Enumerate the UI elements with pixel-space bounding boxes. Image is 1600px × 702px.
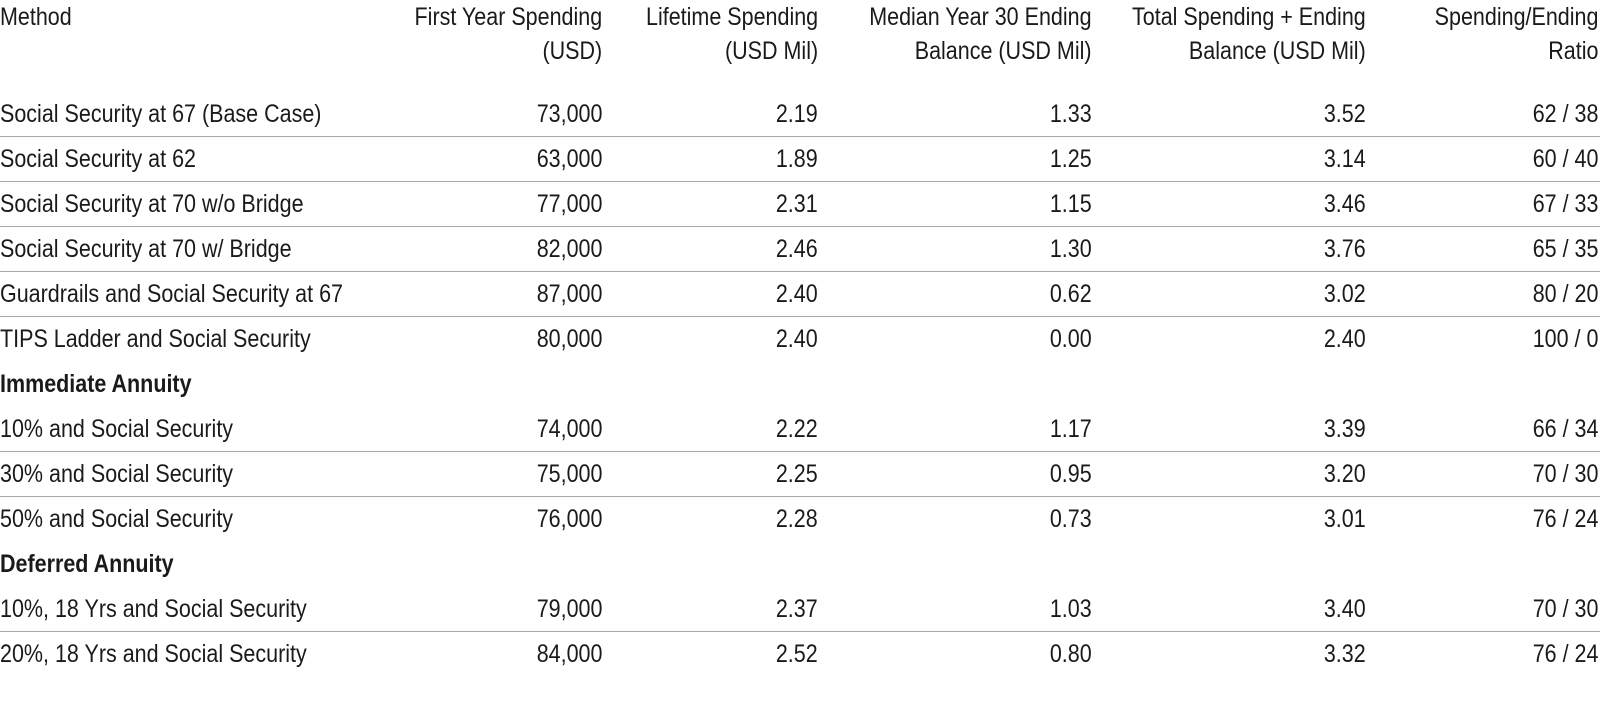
method-cell: 10% and Social Security xyxy=(0,415,234,443)
ending-balance-cell: 1.15 xyxy=(1050,190,1092,218)
table-row: Social Security at 70 w/ Bridge 82,000 2.4… xyxy=(0,227,1600,272)
method-cell: 10%, 18 Yrs and Social Security xyxy=(0,595,307,623)
header-total-spending-ending-balance: Total Spending + Ending Balance (USD Mil… xyxy=(1132,3,1366,65)
lifetime-spending-cell: 2.25 xyxy=(776,460,818,488)
method-cell: Social Security at 62 xyxy=(0,145,196,173)
header-first-year-spending: First Year Spending (USD) xyxy=(414,3,602,65)
header-lifetime-spending: Lifetime Spending (USD Mil) xyxy=(645,3,818,65)
method-cell: 30% and Social Security xyxy=(0,460,234,488)
ratio-cell: 80 / 20 xyxy=(1532,280,1598,308)
lifetime-spending-cell: 1.89 xyxy=(776,145,818,173)
table-row: TIPS Ladder and Social Security 80,000 2.4… xyxy=(0,317,1600,362)
total-cell: 3.14 xyxy=(1324,145,1366,173)
first-year-spending-cell: 87,000 xyxy=(536,280,602,308)
ending-balance-cell: 1.25 xyxy=(1050,145,1092,173)
header-method: Method xyxy=(0,3,72,31)
ratio-cell: 62 / 38 xyxy=(1532,100,1598,128)
first-year-spending-cell: 76,000 xyxy=(536,505,602,533)
total-cell: 3.52 xyxy=(1324,100,1366,128)
total-cell: 3.01 xyxy=(1324,505,1366,533)
ratio-cell: 70 / 30 xyxy=(1532,595,1598,623)
ratio-cell: 76 / 24 xyxy=(1532,640,1598,668)
total-cell: 3.46 xyxy=(1324,190,1366,218)
first-year-spending-cell: 82,000 xyxy=(536,235,602,263)
method-cell: Social Security at 67 (Base Case) xyxy=(0,100,322,128)
ending-balance-cell: 1.33 xyxy=(1050,100,1092,128)
first-year-spending-cell: 84,000 xyxy=(536,640,602,668)
ratio-cell: 65 / 35 xyxy=(1532,235,1598,263)
method-cell: 20%, 18 Yrs and Social Security xyxy=(0,640,307,668)
total-cell: 3.76 xyxy=(1324,235,1366,263)
table-row: 10%, 18 Yrs and Social Security 79,000 2.3… xyxy=(0,587,1600,632)
table-row: Social Security at 62 63,000 1.89 1.25 3.14 6… xyxy=(0,137,1600,182)
ending-balance-cell: 0.62 xyxy=(1050,280,1092,308)
first-year-spending-cell: 63,000 xyxy=(536,145,602,173)
ratio-cell: 60 / 40 xyxy=(1532,145,1598,173)
first-year-spending-cell: 77,000 xyxy=(536,190,602,218)
method-cell: TIPS Ladder and Social Security xyxy=(0,325,311,353)
total-cell: 3.20 xyxy=(1324,460,1366,488)
lifetime-spending-cell: 2.40 xyxy=(776,280,818,308)
ratio-cell: 66 / 34 xyxy=(1532,415,1598,443)
ending-balance-cell: 0.80 xyxy=(1050,640,1092,668)
table-row: 50% and Social Security 76,000 2.28 0.73 3.0… xyxy=(0,497,1600,542)
lifetime-spending-cell: 2.52 xyxy=(776,640,818,668)
lifetime-spending-cell: 2.37 xyxy=(776,595,818,623)
ratio-cell: 76 / 24 xyxy=(1532,505,1598,533)
first-year-spending-cell: 74,000 xyxy=(536,415,602,443)
header-median-ending-balance: Median Year 30 Ending Balance (USD Mil) xyxy=(869,3,1092,65)
header-spending-ending-ratio: Spending/Ending Ratio xyxy=(1434,3,1598,65)
ratio-cell: 67 / 33 xyxy=(1532,190,1598,218)
table-row: 30% and Social Security 75,000 2.25 0.95 3.2… xyxy=(0,452,1600,497)
ratio-cell: 70 / 30 xyxy=(1532,460,1598,488)
first-year-spending-cell: 73,000 xyxy=(536,100,602,128)
lifetime-spending-cell: 2.46 xyxy=(776,235,818,263)
first-year-spending-cell: 75,000 xyxy=(536,460,602,488)
table-row: Social Security at 70 w/o Bridge 77,000 2.… xyxy=(0,182,1600,227)
ending-balance-cell: 1.03 xyxy=(1050,595,1092,623)
section-heading: Immediate Annuity xyxy=(0,370,192,398)
method-cell: Social Security at 70 w/o Bridge xyxy=(0,190,304,218)
section-heading: Deferred Annuity xyxy=(0,550,174,578)
method-cell: Guardrails and Social Security at 67 xyxy=(0,280,343,308)
method-cell: 50% and Social Security xyxy=(0,505,234,533)
table-header: Method First Year Spending (USD) Lifetim… xyxy=(0,0,1600,80)
lifetime-spending-cell: 2.31 xyxy=(776,190,818,218)
lifetime-spending-cell: 2.40 xyxy=(776,325,818,353)
table-row: Guardrails and Social Security at 67 87,0… xyxy=(0,272,1600,317)
ending-balance-cell: 1.17 xyxy=(1050,415,1092,443)
ending-balance-cell: 1.30 xyxy=(1050,235,1092,263)
total-cell: 3.02 xyxy=(1324,280,1366,308)
total-cell: 3.40 xyxy=(1324,595,1366,623)
first-year-spending-cell: 80,000 xyxy=(536,325,602,353)
ending-balance-cell: 0.95 xyxy=(1050,460,1092,488)
ending-balance-cell: 0.73 xyxy=(1050,505,1092,533)
table-row: 20%, 18 Yrs and Social Security 84,000 2.5… xyxy=(0,632,1600,677)
ratio-cell: 100 / 0 xyxy=(1532,325,1598,353)
table-row: 10% and Social Security 74,000 2.22 1.17 3.3… xyxy=(0,407,1600,452)
lifetime-spending-cell: 2.19 xyxy=(776,100,818,128)
lifetime-spending-cell: 2.22 xyxy=(776,415,818,443)
method-cell: Social Security at 70 w/ Bridge xyxy=(0,235,292,263)
table-row: Social Security at 67 (Base Case) 73,000 2… xyxy=(0,92,1600,137)
total-cell: 3.39 xyxy=(1324,415,1366,443)
first-year-spending-cell: 79,000 xyxy=(536,595,602,623)
ending-balance-cell: 0.00 xyxy=(1050,325,1092,353)
total-cell: 2.40 xyxy=(1324,325,1366,353)
lifetime-spending-cell: 2.28 xyxy=(776,505,818,533)
total-cell: 3.32 xyxy=(1324,640,1366,668)
